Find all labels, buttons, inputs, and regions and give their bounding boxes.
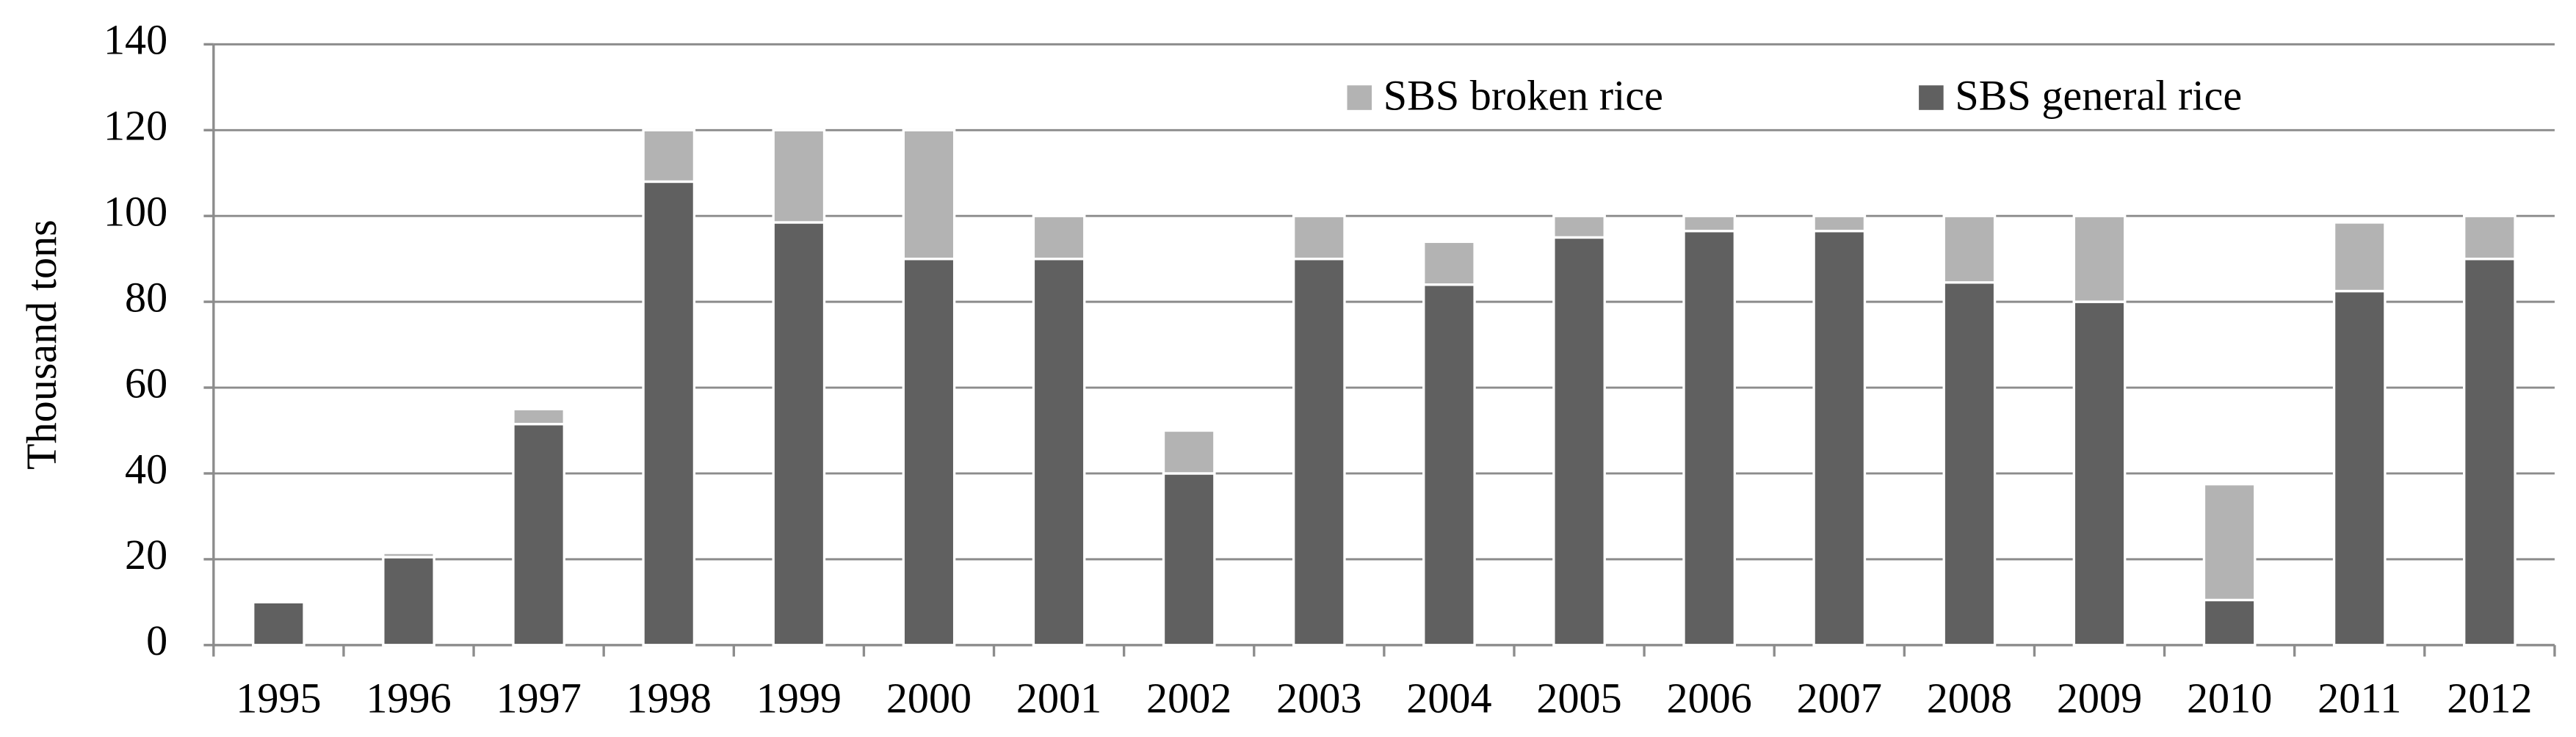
y-tick-label: 60 [125, 359, 167, 407]
bar-segment [2332, 289, 2387, 647]
bar-segment [902, 257, 956, 647]
bar-segment [512, 423, 565, 647]
bar-segment [1422, 240, 1476, 286]
bar-segment [252, 600, 305, 647]
y-tick-label: 120 [104, 102, 167, 150]
x-tick-label: 1997 [496, 674, 581, 722]
bar-segment [512, 407, 565, 426]
legend-swatch [1347, 85, 1372, 110]
legend-label: SBS general rice [1955, 72, 2242, 120]
x-tick-label: 2011 [2318, 674, 2401, 722]
bar-segment [2072, 214, 2127, 303]
bar-segment [2072, 300, 2127, 647]
y-tick-label: 140 [104, 16, 167, 64]
bar-segment [642, 180, 696, 647]
legend-swatch [1919, 85, 1944, 110]
x-tick-label: 2004 [1406, 674, 1491, 722]
y-tick-label: 100 [104, 188, 167, 236]
x-tick-label: 2003 [1276, 674, 1361, 722]
y-tick-label: 80 [125, 273, 167, 321]
bar-segment [1292, 214, 1346, 261]
bar-segment [772, 128, 826, 224]
bar-segment [2463, 257, 2517, 647]
bar-segment [1162, 429, 1216, 475]
bar-segment [1422, 283, 1476, 647]
bar-segment [252, 598, 305, 603]
bar-segment [382, 556, 435, 647]
x-tick-label: 2010 [2187, 674, 2272, 722]
bar-segment [1032, 214, 1086, 261]
y-axis-title: Thousand tons [18, 219, 65, 470]
bar-segment [1552, 214, 1606, 239]
bar-segment [772, 221, 826, 647]
bar-segment [2202, 482, 2257, 602]
bar-segment [1032, 257, 1086, 647]
x-tick-label: 2007 [1797, 674, 1882, 722]
x-tick-label: 2002 [1146, 674, 1231, 722]
x-tick-label: 2005 [1536, 674, 1621, 722]
bar-segment [1942, 281, 1997, 647]
bar-segment [1162, 472, 1216, 647]
x-tick-label: 1995 [236, 674, 321, 722]
x-tick-label: 1996 [366, 674, 451, 722]
bar-segment [642, 128, 696, 184]
x-tick-label: 2012 [2447, 674, 2532, 722]
x-tick-label: 2009 [2057, 674, 2142, 722]
bar-segment [2332, 221, 2387, 293]
bar-segment [382, 551, 435, 559]
bar-segment [1682, 214, 1737, 233]
y-tick-label: 20 [125, 531, 167, 578]
bar-segment [2202, 598, 2257, 647]
legend-label: SBS broken rice [1383, 72, 1663, 120]
bar-segment [902, 128, 956, 261]
bar-segment [1812, 214, 1867, 233]
bar-segment [1682, 229, 1737, 647]
bar-segment [2463, 214, 2517, 261]
y-tick-label: 0 [146, 617, 167, 664]
x-tick-label: 1999 [756, 674, 842, 722]
x-tick-label: 2001 [1016, 674, 1101, 722]
bar-segment [1292, 257, 1346, 647]
x-tick-label: 1998 [626, 674, 712, 722]
y-tick-label: 40 [125, 445, 167, 493]
x-tick-label: 2008 [1927, 674, 2012, 722]
bar-segment [1942, 214, 1997, 284]
x-tick-label: 2000 [886, 674, 972, 722]
x-tick-label: 2006 [1667, 674, 1752, 722]
bar-segment [1552, 236, 1606, 647]
bar-segment [1812, 229, 1867, 647]
